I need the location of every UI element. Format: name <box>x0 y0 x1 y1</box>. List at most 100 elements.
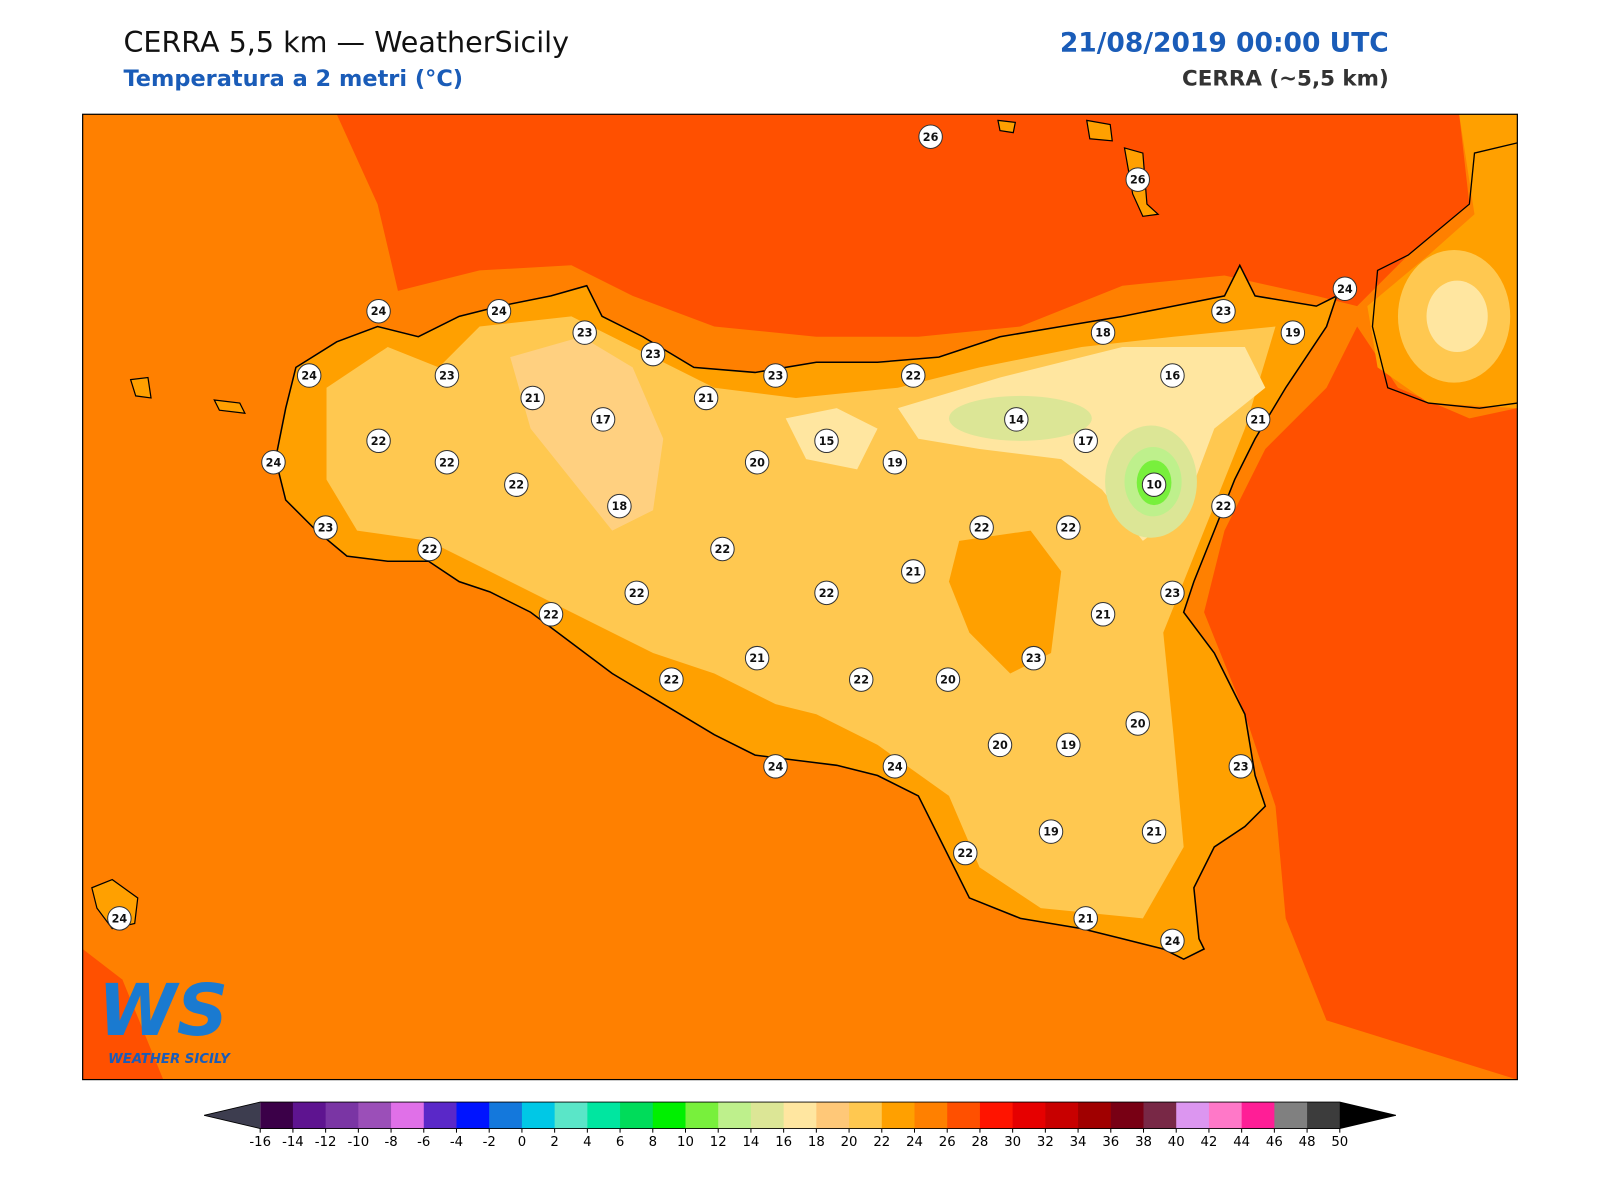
station-marker <box>918 124 943 149</box>
colorbar-tick-label: 42 <box>1200 1135 1217 1150</box>
station-value: 26 <box>923 131 939 144</box>
colorbar-swatch <box>554 1102 588 1129</box>
station-marker <box>296 363 322 388</box>
station-value: 19 <box>887 456 903 469</box>
station-marker <box>1073 906 1098 931</box>
station-value: 22 <box>853 674 869 687</box>
station-value: 24 <box>266 456 282 469</box>
colorbar-tick-label: 10 <box>677 1135 694 1150</box>
station-marker <box>624 580 649 606</box>
cool-zone <box>510 336 664 531</box>
station-marker <box>848 667 874 692</box>
colorbar-tick-label: 2 <box>550 1135 558 1150</box>
station-value: 21 <box>1095 608 1111 621</box>
station-value: 24 <box>768 760 784 773</box>
colorbar-tick-label: 30 <box>1004 1135 1021 1150</box>
station-value: 22 <box>905 370 921 383</box>
station-marker <box>814 428 839 454</box>
station-marker <box>1211 493 1236 519</box>
station-marker <box>901 363 926 388</box>
station-marker <box>659 667 684 692</box>
station-marker <box>1038 819 1064 844</box>
station-marker <box>1245 407 1271 432</box>
station-marker <box>744 645 770 671</box>
station-value: 21 <box>525 392 541 405</box>
station-value: 21 <box>749 652 765 665</box>
station-marker <box>590 407 616 432</box>
stations: 24 24 23 23 24 23 21 21 23 22 18 23 19 24 26 26 16 14 17 21… <box>107 124 1358 954</box>
title: CERRA 5,5 km — WeatherSicily <box>123 25 569 59</box>
colorbar-swatch <box>1110 1102 1145 1129</box>
station-marker <box>261 450 286 475</box>
station-marker <box>366 298 391 324</box>
station-value: 22 <box>543 608 559 621</box>
station-marker <box>1125 711 1150 736</box>
station-marker <box>1125 167 1150 192</box>
station-marker <box>744 450 770 475</box>
colorbar-swatch <box>521 1102 556 1129</box>
station-marker <box>901 559 926 584</box>
station-value: 23 <box>768 370 784 383</box>
logo-mark: WS <box>98 969 228 1052</box>
warm-zone <box>948 530 1062 674</box>
datetime: 21/08/2019 00:00 UTC <box>1060 27 1389 58</box>
logo-text: WEATHER SICILY <box>108 1052 231 1067</box>
station-value: 22 <box>509 479 525 492</box>
colorbar-swatch <box>652 1102 687 1129</box>
station-marker <box>969 515 994 540</box>
station-value: 24 <box>491 305 507 318</box>
station-marker <box>1073 428 1098 454</box>
station-value: 14 <box>1009 413 1025 426</box>
station-value: 23 <box>439 370 455 383</box>
colorbar-swatch <box>1307 1102 1341 1129</box>
colorbar-tick-label: 50 <box>1331 1135 1348 1150</box>
colorbar-tick-label: 8 <box>649 1135 657 1150</box>
station-value: 23 <box>645 348 661 361</box>
calabria-cool <box>1426 280 1488 353</box>
map-frame <box>82 113 1518 1081</box>
colorbar-tick-label: 28 <box>971 1135 988 1150</box>
station-value: 22 <box>957 847 973 860</box>
model: CERRA (~5,5 km) <box>1182 67 1389 92</box>
colorbar-swatch <box>881 1102 916 1129</box>
colorbar-tick-label: -12 <box>315 1135 337 1150</box>
station-value: 23 <box>1233 760 1249 773</box>
station-value: 23 <box>577 327 593 340</box>
colorbar-swatch <box>1012 1102 1046 1129</box>
station-marker <box>882 450 908 475</box>
station-value: 16 <box>1165 370 1181 383</box>
station-marker <box>987 732 1013 758</box>
station-value: 21 <box>905 565 921 578</box>
colorbar-swatch <box>391 1102 425 1129</box>
colorbar-under <box>204 1102 261 1129</box>
warm-sea <box>82 948 164 1080</box>
station-marker <box>1280 320 1306 345</box>
station-value: 18 <box>1095 327 1111 340</box>
station-marker <box>935 667 961 692</box>
colorbar-swatch <box>947 1102 981 1129</box>
station-marker <box>1160 928 1185 954</box>
station-marker <box>1004 407 1029 432</box>
station-value: 24 <box>1337 283 1353 296</box>
colorbar-swatch <box>325 1102 359 1129</box>
colorbar-swatch <box>358 1102 392 1129</box>
station-marker <box>640 341 666 367</box>
station-value: 22 <box>664 674 680 687</box>
station-value: 22 <box>629 587 645 600</box>
colorbar-tick-label: 32 <box>1037 1135 1054 1150</box>
colorbar-tick-label: 44 <box>1233 1135 1250 1150</box>
islands <box>91 119 1160 930</box>
colorbar-tick-label: -2 <box>483 1135 496 1150</box>
station-value: 18 <box>612 500 628 513</box>
colorbar-tick-label: 16 <box>775 1135 792 1150</box>
colorbar-swatch <box>1208 1102 1243 1129</box>
colorbar-swatch <box>292 1102 327 1129</box>
station-marker <box>107 906 132 931</box>
colorbar-tick-label: 26 <box>939 1135 956 1150</box>
station-marker <box>763 363 788 388</box>
station-marker <box>486 298 512 324</box>
colorbar-tick-label: 48 <box>1299 1135 1316 1150</box>
colorbar-tick-label: 34 <box>1070 1135 1087 1150</box>
colorbar-tick-label: 46 <box>1266 1135 1283 1150</box>
